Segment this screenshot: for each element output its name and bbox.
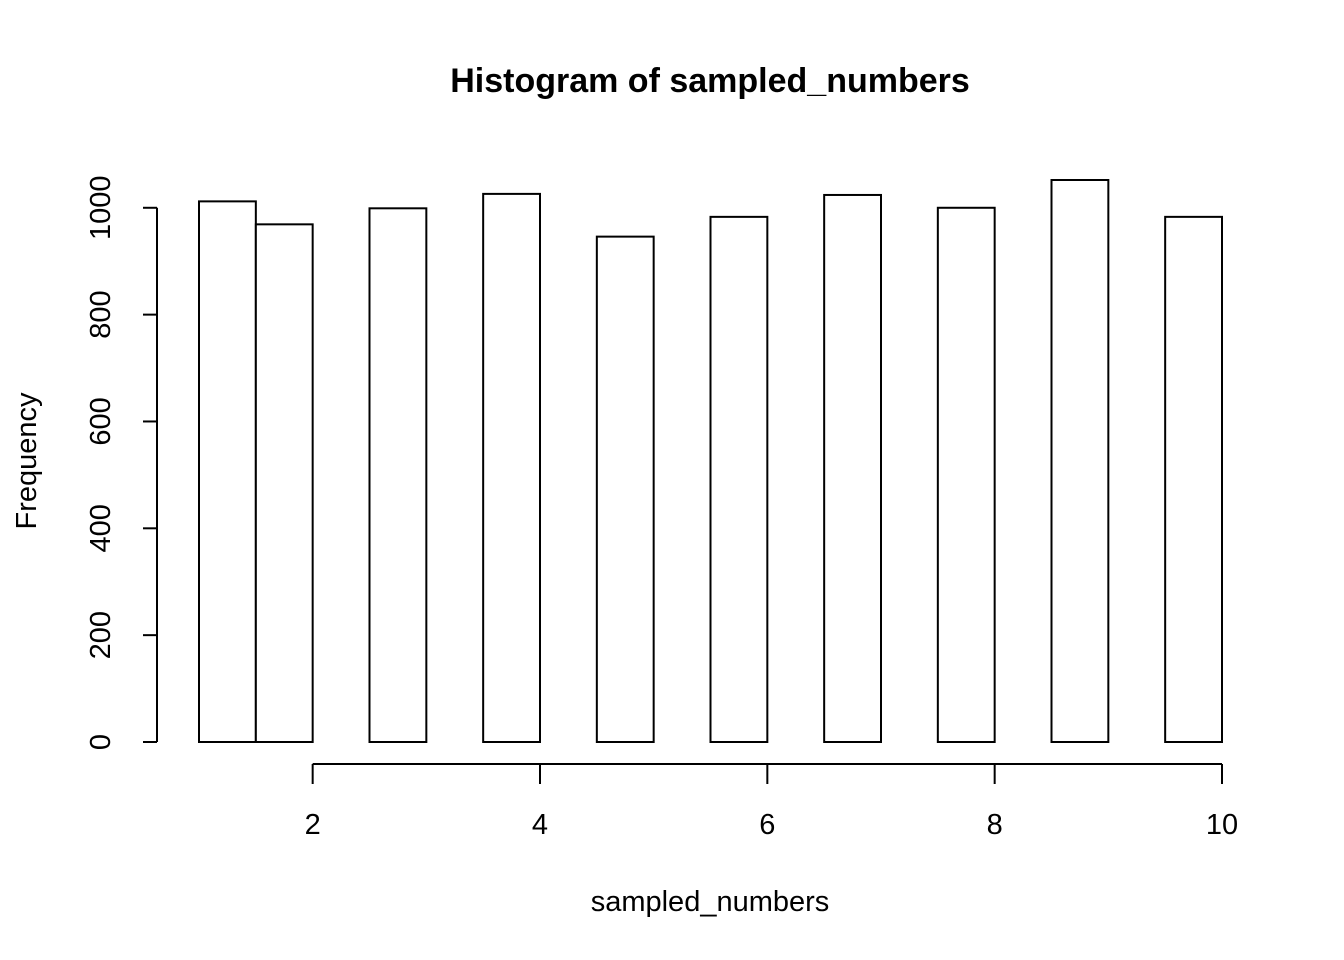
histogram-bar-2 [254,223,314,743]
histogram-bar-10 [1164,215,1223,744]
chart-title: Histogram of sampled_numbers [450,62,970,100]
histogram-bar-3 [368,207,428,744]
histogram-bar-8 [936,206,996,743]
histogram-bar-1 [198,200,257,743]
y-axis-label: Frequency [11,392,43,530]
histogram-bar-9 [1050,179,1110,743]
bars-group [198,179,1223,744]
y-tick-label-200: 200 [85,611,117,659]
histogram-bar-4 [482,192,541,744]
y-tick-label-600: 600 [85,397,117,445]
y-tick-label-0: 0 [85,734,117,750]
x-tick-label-2: 2 [305,809,321,841]
histogram-bar-5 [595,235,655,743]
x-axis-label: sampled_numbers [591,886,830,918]
x-tick-label-6: 6 [759,809,775,841]
y-tick-label-400: 400 [85,504,117,552]
y-tick-label-1000: 1000 [85,176,117,241]
histogram-bar-7 [823,193,883,743]
x-tick-label-8: 8 [987,809,1003,841]
x-axis-ticks: 2 4 6 8 10 [305,764,1238,841]
y-axis-ticks: 0 200 400 600 800 1000 [85,176,157,750]
y-tick-label-800: 800 [85,290,117,338]
x-tick-label-10: 10 [1206,809,1238,841]
histogram-bar-6 [709,215,769,744]
x-tick-label-4: 4 [532,809,548,841]
